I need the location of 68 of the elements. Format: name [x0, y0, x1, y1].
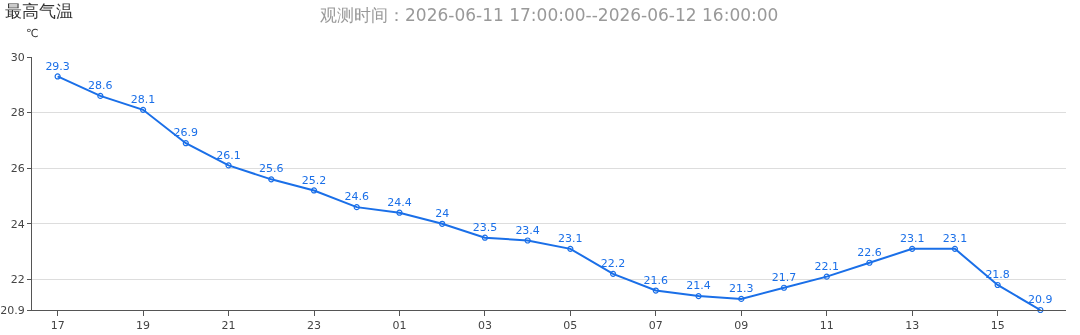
- x-tick-label: 03: [477, 319, 492, 333]
- data-label: 21.7: [771, 270, 797, 284]
- data-label: 22.6: [857, 245, 882, 259]
- point: [652, 287, 659, 294]
- data-label: 24.4: [387, 195, 412, 209]
- data-label: 26.9: [173, 126, 199, 140]
- point: [909, 245, 916, 252]
- x-tick-label: 21: [221, 319, 236, 333]
- data-label: 23.1: [558, 231, 583, 245]
- data-label: 29.3: [45, 59, 70, 73]
- data-label: 23.4: [515, 223, 540, 237]
- point: [738, 295, 745, 302]
- point: [567, 245, 574, 252]
- point: [994, 281, 1001, 289]
- point: [695, 293, 702, 300]
- data-label: 23.1: [899, 231, 925, 245]
- y-tick-label: 26: [10, 162, 25, 176]
- y-tick-label: 20.9: [0, 303, 25, 317]
- y-tick-label: 28: [10, 106, 25, 120]
- data-label: 24: [435, 206, 450, 220]
- y-tick-label: 30: [10, 50, 25, 64]
- data-label: 22.1: [814, 259, 839, 273]
- data-label: 28.6: [88, 79, 113, 93]
- point: [481, 234, 489, 241]
- point: [268, 176, 275, 183]
- data-label: 20.9: [1028, 293, 1053, 307]
- point: [866, 259, 873, 266]
- data-label: 28.1: [130, 92, 156, 106]
- point: [823, 273, 830, 280]
- point: [951, 245, 959, 252]
- x-tick-label: 17: [50, 319, 65, 333]
- point: [609, 270, 617, 277]
- data-label: 21.4: [686, 279, 711, 293]
- data-label: 24.6: [344, 190, 369, 204]
- point: [54, 73, 61, 80]
- data-label: 21.6: [643, 273, 669, 287]
- x-tick-label: 15: [990, 319, 1005, 333]
- data-label: 23.5: [472, 220, 498, 234]
- data-label: 25.6: [259, 162, 284, 176]
- point: [1037, 306, 1044, 314]
- point: [439, 220, 446, 227]
- point: [780, 284, 788, 291]
- x-tick-label: 23: [307, 319, 321, 333]
- point: [310, 187, 318, 194]
- y-axis-title: ℃: [26, 27, 39, 40]
- chart-subtitle: 观测时间：2026-06-11 17:00:00--2026-06-12 16:00:00: [320, 5, 779, 25]
- point: [97, 92, 104, 100]
- point: [524, 237, 531, 244]
- data-label: 22.2: [600, 256, 626, 270]
- chart-title: 最高气温: [5, 0, 74, 21]
- x-tick-label: 01: [392, 319, 407, 333]
- point: [182, 140, 189, 147]
- x-tick-label: 07: [648, 319, 663, 333]
- point: [353, 204, 360, 211]
- x-tick-label: 05: [563, 319, 578, 333]
- x-tick-label: 11: [819, 319, 834, 333]
- data-label: 25.2: [301, 173, 327, 187]
- point: [396, 209, 403, 216]
- data-label: 23.1: [942, 231, 968, 245]
- data-label: 21.3: [729, 282, 754, 296]
- x-tick-label: 09: [734, 319, 749, 333]
- x-tick-label: 19: [136, 319, 151, 333]
- point: [139, 106, 147, 113]
- y-tick-label: 22: [10, 273, 25, 287]
- y-tick-label: 24: [10, 217, 25, 231]
- data-label: 26.1: [216, 148, 241, 162]
- point: [225, 162, 232, 169]
- x-tick-label: 13: [905, 319, 920, 333]
